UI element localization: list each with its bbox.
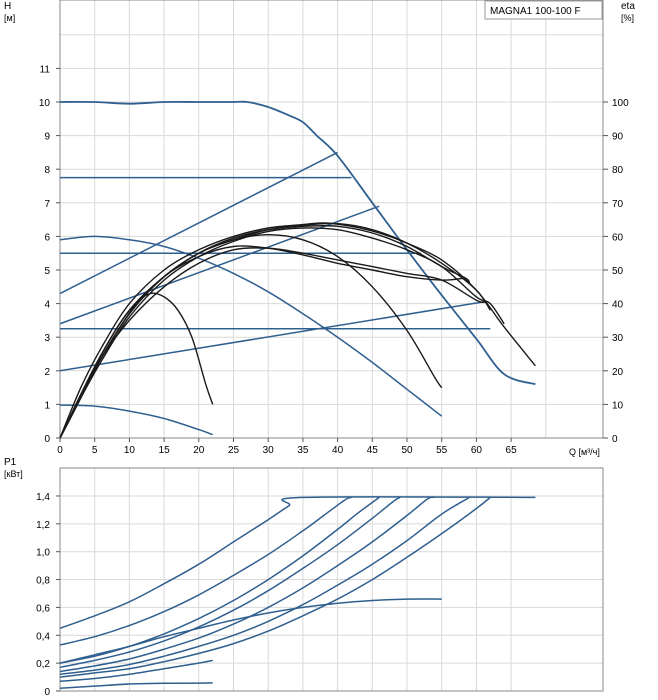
head-chart-x-ticks: 0 5 10 15 20 25 30 35 40 45 50 55 60 65 [57, 438, 517, 456]
y-right-tick-label: 40 [612, 300, 624, 311]
power-chart-grid [60, 468, 603, 691]
series-line-eta-8 [59, 292, 214, 439]
y-right-tick-label: 30 [612, 333, 624, 344]
y-tick-label: 1,2 [36, 520, 50, 531]
y-tick-label: 5 [44, 266, 50, 277]
series-line-head-max [59, 100, 536, 386]
x-tick-label: 40 [332, 445, 344, 456]
y-tick-label: 10 [39, 98, 51, 109]
y-axis-unit-eta: [%] [621, 13, 634, 23]
y-right-tick-label: 50 [612, 266, 624, 277]
x-tick-label: 0 [57, 445, 63, 456]
series-line-p1-max [59, 496, 536, 630]
x-axis-label: Q [м³/ч] [569, 447, 600, 457]
x-tick-label: 35 [297, 445, 309, 456]
power-chart-y-ticks: 0 0,2 0,4 0,6 0,8 1,0 1,2 1,4 [36, 492, 60, 698]
y-tick-label: 0 [44, 687, 50, 698]
y-tick-label: 0 [44, 434, 50, 445]
series-line-eta-5 [59, 233, 443, 439]
y-tick-label: 4 [44, 300, 50, 311]
y-tick-label: 0,2 [36, 659, 50, 670]
y-right-tick-label: 90 [612, 132, 624, 143]
y-tick-label: 7 [44, 199, 50, 210]
y-tick-label: 0,6 [36, 603, 50, 614]
y-tick-label: 8 [44, 165, 50, 176]
y-right-tick-label: 80 [612, 165, 624, 176]
y-right-tick-label: 100 [612, 98, 629, 109]
series-line-prop-2-0 [59, 301, 484, 372]
x-tick-label: 45 [367, 445, 379, 456]
y-axis-label-eta: eta [621, 1, 635, 12]
head-chart-y-ticks: 0 1 2 3 4 5 6 7 8 9 10 11 [39, 64, 60, 445]
x-tick-label: 60 [471, 445, 483, 456]
y-tick-label: 1,4 [36, 492, 50, 503]
series-line-p1-5 [59, 496, 435, 673]
head-chart-frame [59, 0, 604, 439]
x-tick-label: 55 [436, 445, 448, 456]
head-chart-right-ticks: 0 10 20 30 40 50 60 70 80 90 100 [603, 98, 629, 445]
series-line-p1-8 [59, 598, 442, 664]
y-right-tick-label: 60 [612, 232, 624, 243]
chart-title: MAGNA1 100-100 F [490, 6, 581, 17]
head-chart-series [59, 100, 536, 439]
series-line-eta-2 [59, 222, 491, 439]
y-right-tick-label: 10 [612, 400, 624, 411]
legend-box [484, 0, 603, 20]
y-tick-label: 2 [44, 367, 50, 378]
x-tick-label: 65 [506, 445, 518, 456]
series-line-p1-9 [59, 659, 213, 682]
series-line-prop-4-3 [59, 151, 338, 295]
series-line-eta-1 [59, 222, 536, 439]
y-tick-label: 6 [44, 232, 50, 243]
y-axis-label-p1: P1 [4, 457, 17, 468]
x-tick-label: 50 [401, 445, 413, 456]
y-tick-label: 0,8 [36, 576, 50, 587]
y-tick-label: 11 [40, 64, 51, 75]
y-axis-unit-h: [м] [4, 13, 15, 23]
y-right-tick-label: 20 [612, 367, 624, 378]
series-line-p1-4 [59, 496, 401, 669]
y-tick-label: 1 [44, 400, 50, 411]
y-right-tick-label: 0 [612, 434, 618, 445]
head-chart-grid [60, 0, 603, 438]
y-tick-label: 0,4 [36, 631, 50, 642]
y-tick-label: 1,0 [36, 548, 50, 559]
x-tick-label: 30 [263, 445, 275, 456]
series-line-p1-6 [59, 496, 470, 676]
power-chart-series [59, 496, 536, 689]
y-right-tick-label: 70 [612, 199, 624, 210]
y-axis-unit-p1: [кВт] [4, 469, 23, 479]
series-line-p1-2 [59, 496, 352, 646]
x-tick-label: 25 [228, 445, 240, 456]
series-line-p1-7 [59, 496, 491, 678]
series-line-head-6-0 [59, 235, 443, 417]
x-tick-label: 20 [193, 445, 205, 456]
series-line-head-1-0 [59, 404, 213, 436]
x-tick-label: 10 [124, 445, 136, 456]
x-tick-label: 15 [159, 445, 171, 456]
series-line-p1-10 [59, 682, 213, 689]
y-axis-label-h: H [4, 1, 11, 12]
x-tick-label: 5 [92, 445, 98, 456]
y-tick-label: 9 [44, 132, 50, 143]
series-line-p1-3 [59, 496, 380, 664]
y-tick-label: 3 [44, 333, 50, 344]
